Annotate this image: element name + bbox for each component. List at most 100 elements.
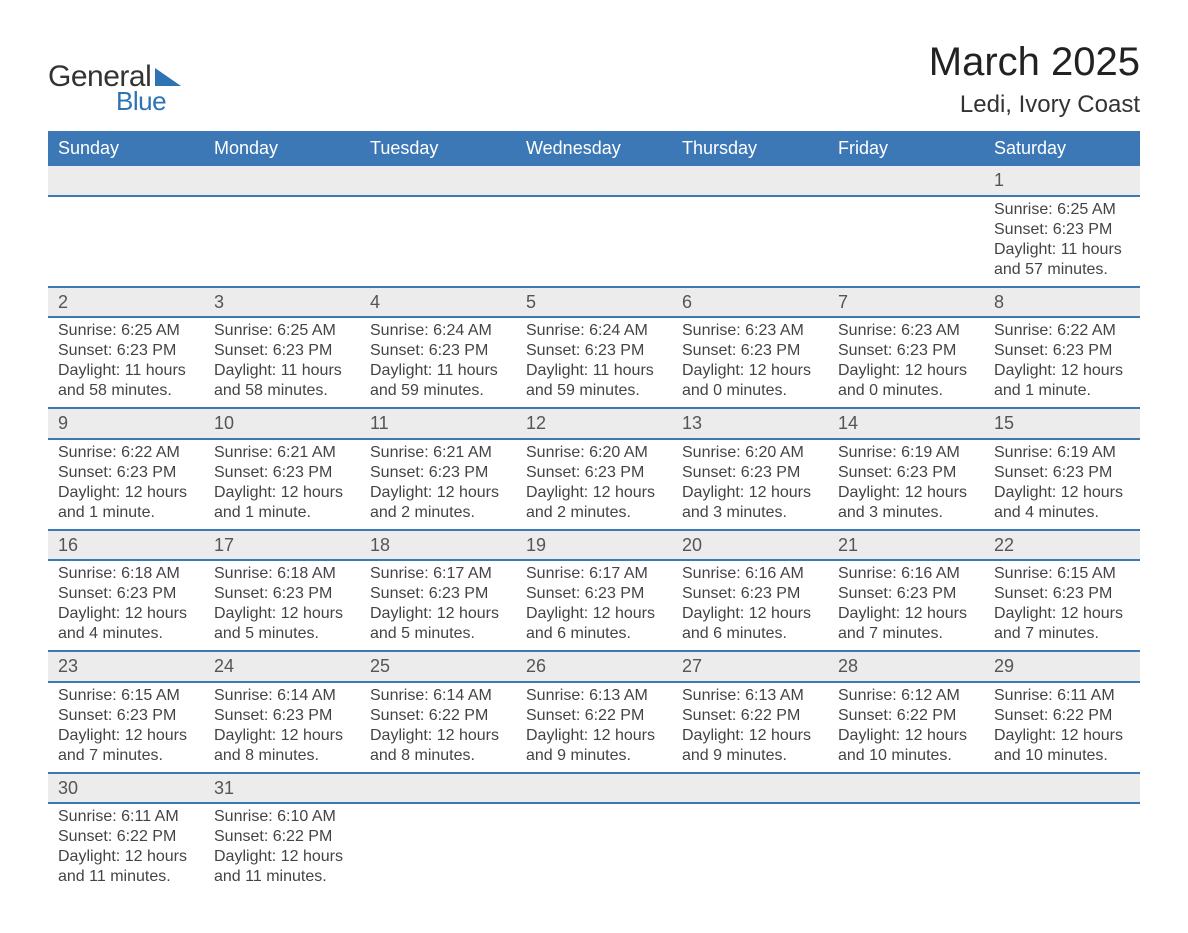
sunrise-line: Sunrise: 6:14 AM — [214, 686, 350, 706]
day-detail-cell: Sunrise: 6:17 AMSunset: 6:23 PMDaylight:… — [516, 560, 672, 651]
day-number-cell: 27 — [672, 651, 828, 682]
day-number-cell: 20 — [672, 530, 828, 561]
day-number-cell: 18 — [360, 530, 516, 561]
sunset-line: Sunset: 6:23 PM — [838, 341, 974, 361]
day-number-cell — [48, 166, 204, 196]
day-number-cell: 26 — [516, 651, 672, 682]
month-title: March 2025 — [929, 40, 1140, 85]
day-number-cell — [360, 166, 516, 196]
day-detail-cell: Sunrise: 6:19 AMSunset: 6:23 PMDaylight:… — [984, 439, 1140, 530]
day-number-cell: 25 — [360, 651, 516, 682]
sunrise-line: Sunrise: 6:20 AM — [526, 443, 662, 463]
daylight-line: and 2 minutes. — [370, 503, 506, 523]
sunrise-line: Sunrise: 6:23 AM — [838, 321, 974, 341]
day-detail-cell — [672, 196, 828, 287]
day-number-cell: 4 — [360, 287, 516, 318]
sunrise-line: Sunrise: 6:18 AM — [214, 564, 350, 584]
daylight-line: Daylight: 11 hours — [214, 361, 350, 381]
weekday-header-row: Sunday Monday Tuesday Wednesday Thursday… — [48, 131, 1140, 166]
daylight-line: and 11 minutes. — [58, 867, 194, 887]
sunrise-line: Sunrise: 6:16 AM — [682, 564, 818, 584]
day-detail-cell: Sunrise: 6:14 AMSunset: 6:23 PMDaylight:… — [204, 682, 360, 773]
daylight-line: Daylight: 12 hours — [214, 483, 350, 503]
daylight-line: and 10 minutes. — [994, 746, 1130, 766]
day-number-cell: 30 — [48, 773, 204, 804]
daylight-line: and 2 minutes. — [526, 503, 662, 523]
day-detail-cell: Sunrise: 6:11 AMSunset: 6:22 PMDaylight:… — [48, 803, 204, 893]
weekday-header: Saturday — [984, 131, 1140, 166]
daylight-line: Daylight: 11 hours — [58, 361, 194, 381]
sunrise-line: Sunrise: 6:13 AM — [526, 686, 662, 706]
day-detail-cell — [516, 196, 672, 287]
day-number-cell — [360, 773, 516, 804]
day-detail-cell: Sunrise: 6:16 AMSunset: 6:23 PMDaylight:… — [672, 560, 828, 651]
sunrise-line: Sunrise: 6:24 AM — [526, 321, 662, 341]
daynum-row: 3031 — [48, 773, 1140, 804]
day-number-cell: 13 — [672, 408, 828, 439]
daynum-row: 16171819202122 — [48, 530, 1140, 561]
sunset-line: Sunset: 6:23 PM — [994, 341, 1130, 361]
day-number-cell — [516, 166, 672, 196]
daylight-line: and 4 minutes. — [994, 503, 1130, 523]
day-detail-cell — [360, 196, 516, 287]
daynum-row: 1 — [48, 166, 1140, 196]
day-detail-cell — [204, 196, 360, 287]
daylight-line: Daylight: 12 hours — [682, 604, 818, 624]
day-detail-cell — [828, 196, 984, 287]
day-detail-cell: Sunrise: 6:10 AMSunset: 6:22 PMDaylight:… — [204, 803, 360, 893]
sunset-line: Sunset: 6:23 PM — [370, 463, 506, 483]
daylight-line: and 8 minutes. — [370, 746, 506, 766]
daylight-line: and 1 minute. — [994, 381, 1130, 401]
sunrise-line: Sunrise: 6:24 AM — [370, 321, 506, 341]
sunset-line: Sunset: 6:23 PM — [682, 584, 818, 604]
calendar-body: 1 Sunrise: 6:25 AMSunset: 6:23 PMDayligh… — [48, 166, 1140, 893]
day-number-cell — [828, 166, 984, 196]
daylight-line: Daylight: 12 hours — [994, 604, 1130, 624]
daylight-line: and 11 minutes. — [214, 867, 350, 887]
logo-text-blue: Blue — [116, 86, 166, 117]
daynum-row: 9101112131415 — [48, 408, 1140, 439]
day-number-cell: 31 — [204, 773, 360, 804]
calendar-table: Sunday Monday Tuesday Wednesday Thursday… — [48, 131, 1140, 893]
day-detail-cell: Sunrise: 6:20 AMSunset: 6:23 PMDaylight:… — [516, 439, 672, 530]
day-number-cell: 3 — [204, 287, 360, 318]
daylight-line: Daylight: 12 hours — [838, 604, 974, 624]
day-number-cell: 28 — [828, 651, 984, 682]
day-detail-cell: Sunrise: 6:20 AMSunset: 6:23 PMDaylight:… — [672, 439, 828, 530]
daylight-line: Daylight: 12 hours — [370, 483, 506, 503]
sunrise-line: Sunrise: 6:11 AM — [58, 807, 194, 827]
sunset-line: Sunset: 6:23 PM — [58, 463, 194, 483]
daylight-line: and 4 minutes. — [58, 624, 194, 644]
sunset-line: Sunset: 6:23 PM — [214, 584, 350, 604]
day-number-cell: 23 — [48, 651, 204, 682]
daylight-line: and 59 minutes. — [526, 381, 662, 401]
day-detail-cell: Sunrise: 6:25 AMSunset: 6:23 PMDaylight:… — [48, 317, 204, 408]
day-number-cell — [516, 773, 672, 804]
logo-triangle-icon — [155, 68, 181, 86]
daylight-line: Daylight: 12 hours — [838, 361, 974, 381]
weekday-header: Sunday — [48, 131, 204, 166]
sunrise-line: Sunrise: 6:12 AM — [838, 686, 974, 706]
sunset-line: Sunset: 6:22 PM — [682, 706, 818, 726]
daylight-line: Daylight: 12 hours — [838, 483, 974, 503]
location-label: Ledi, Ivory Coast — [929, 91, 1140, 119]
daylight-line: and 10 minutes. — [838, 746, 974, 766]
day-number-cell: 11 — [360, 408, 516, 439]
day-detail-cell: Sunrise: 6:22 AMSunset: 6:23 PMDaylight:… — [984, 317, 1140, 408]
weekday-header: Friday — [828, 131, 984, 166]
daylight-line: Daylight: 12 hours — [214, 847, 350, 867]
sunset-line: Sunset: 6:22 PM — [58, 827, 194, 847]
daylight-line: Daylight: 12 hours — [526, 726, 662, 746]
day-detail-cell: Sunrise: 6:21 AMSunset: 6:23 PMDaylight:… — [204, 439, 360, 530]
daylight-line: Daylight: 11 hours — [994, 240, 1130, 260]
sunset-line: Sunset: 6:23 PM — [838, 463, 974, 483]
day-number-cell — [672, 166, 828, 196]
sunrise-line: Sunrise: 6:22 AM — [58, 443, 194, 463]
day-detail-cell: Sunrise: 6:23 AMSunset: 6:23 PMDaylight:… — [672, 317, 828, 408]
sunrise-line: Sunrise: 6:20 AM — [682, 443, 818, 463]
daylight-line: Daylight: 12 hours — [994, 483, 1130, 503]
day-number-cell: 19 — [516, 530, 672, 561]
sunset-line: Sunset: 6:23 PM — [994, 220, 1130, 240]
header: General Blue March 2025 Ledi, Ivory Coas… — [48, 40, 1140, 119]
daylight-line: and 57 minutes. — [994, 260, 1130, 280]
